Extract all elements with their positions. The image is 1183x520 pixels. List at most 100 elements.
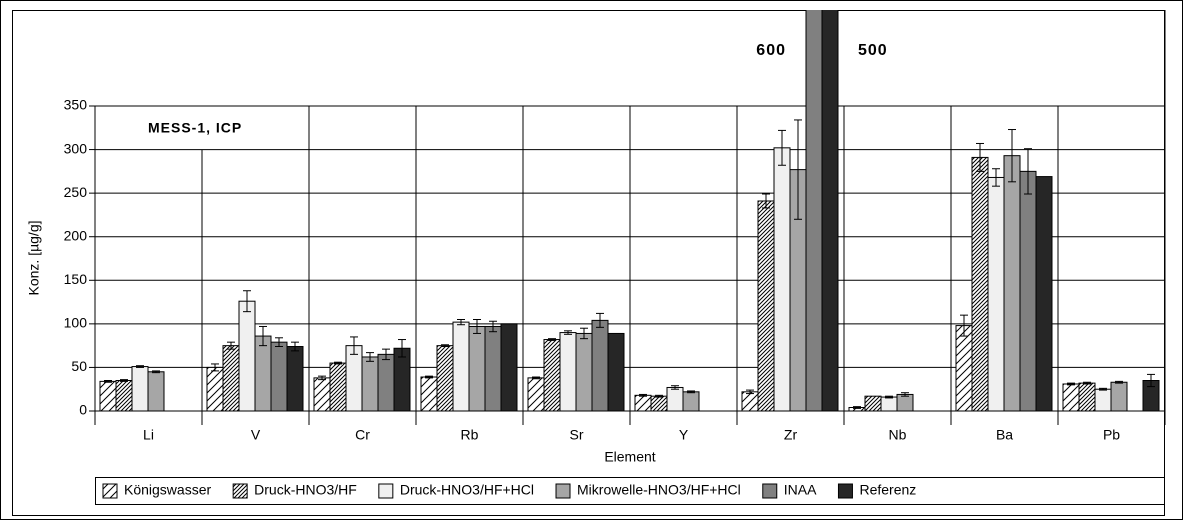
y-tick-label: 350 [64, 97, 88, 113]
error-bar [1099, 387, 1107, 391]
error-bar [350, 336, 358, 355]
y-axis-label: Konz. [µg/g] [26, 221, 42, 296]
bar [131, 366, 149, 412]
x-tick-label: Cr [355, 427, 370, 443]
legend-swatch [555, 483, 571, 499]
error-bar [318, 375, 326, 381]
annotation: MESS-1, ICP [148, 120, 242, 136]
legend-item: Druck-HNO3/HF+HCl [378, 482, 534, 499]
error-bar [992, 168, 1000, 187]
bar [452, 321, 470, 412]
x-tick-label: Nb [889, 427, 907, 443]
bar [987, 176, 1005, 412]
value-label: 600 [756, 42, 786, 59]
legend-swatch [232, 483, 248, 499]
bar [741, 391, 759, 412]
x-axis-label: Element [604, 449, 655, 465]
error-bar [441, 344, 449, 348]
error-bar [425, 375, 433, 379]
error-bar [1024, 148, 1032, 195]
error-bar [473, 319, 481, 334]
bar [222, 345, 240, 412]
x-tick-label: Y [679, 427, 689, 443]
y-tick-label: 250 [64, 184, 88, 200]
x-tick-label: Ba [996, 427, 1013, 443]
bar [591, 319, 609, 412]
error-bar [1083, 381, 1091, 385]
legend-label: Druck-HNO3/HF+HCl [400, 482, 534, 498]
bar [880, 396, 898, 412]
bar [238, 300, 256, 412]
y-tick-label: 100 [64, 315, 88, 331]
error-bar [671, 385, 679, 390]
x-tick-label: Li [143, 427, 154, 443]
bar [1003, 155, 1021, 412]
error-bar [778, 129, 786, 166]
bar [270, 341, 288, 412]
x-tick-label: Pb [1103, 427, 1120, 443]
bar [607, 332, 625, 412]
error-bar [243, 290, 251, 313]
bar [527, 377, 545, 412]
bar [468, 325, 486, 412]
error-bar [398, 339, 406, 358]
bar [345, 345, 363, 412]
error-bar [655, 394, 663, 398]
error-bar [596, 312, 604, 328]
error-bar [259, 325, 267, 347]
error-bar [580, 327, 588, 340]
error-bar [211, 363, 219, 372]
bar [99, 380, 117, 412]
bar [393, 347, 411, 412]
y-tick-label: 200 [64, 227, 88, 243]
error-bar [457, 319, 465, 326]
error-bar [227, 341, 235, 350]
y-tick-label: 150 [64, 271, 88, 287]
error-bar [794, 119, 802, 220]
bars [99, 10, 1160, 412]
bar [682, 391, 700, 412]
bar [650, 395, 668, 412]
error-bar [1008, 129, 1016, 183]
legend-swatch [762, 483, 778, 499]
legend-item: Druck-HNO3/HF [232, 482, 357, 499]
bar [757, 200, 775, 412]
y-tick-label: 50 [71, 358, 87, 374]
bar [286, 346, 304, 412]
error-bar [275, 337, 283, 348]
error-bar [853, 406, 861, 409]
error-bar [382, 348, 390, 361]
bar [436, 345, 454, 412]
x-tick-label: Sr [570, 427, 584, 443]
bar [971, 156, 989, 412]
bar [206, 366, 224, 412]
bar [420, 376, 438, 412]
bar [1019, 170, 1037, 412]
bar [377, 353, 395, 412]
legend-item: INAA [762, 482, 817, 499]
bar [666, 386, 684, 412]
error-bar [152, 370, 160, 374]
error-bar [366, 352, 374, 362]
error-bar [976, 142, 984, 172]
bar [864, 395, 882, 412]
error-bar [960, 314, 968, 337]
error-bar [1067, 382, 1075, 386]
bar [361, 356, 379, 412]
error-bar [901, 392, 909, 397]
bar [1094, 388, 1112, 412]
error-bar [291, 341, 299, 352]
bar [1078, 382, 1096, 412]
y-tick-label: 300 [64, 140, 88, 156]
legend-label: Referenz [859, 482, 916, 498]
error-bar [548, 338, 556, 341]
bar [821, 10, 839, 412]
bar [773, 147, 791, 412]
error-bar [120, 379, 128, 382]
error-bar [564, 330, 572, 335]
error-bar [746, 389, 754, 395]
error-bar [885, 395, 893, 399]
error-bar [1115, 380, 1123, 384]
bar [955, 325, 973, 412]
